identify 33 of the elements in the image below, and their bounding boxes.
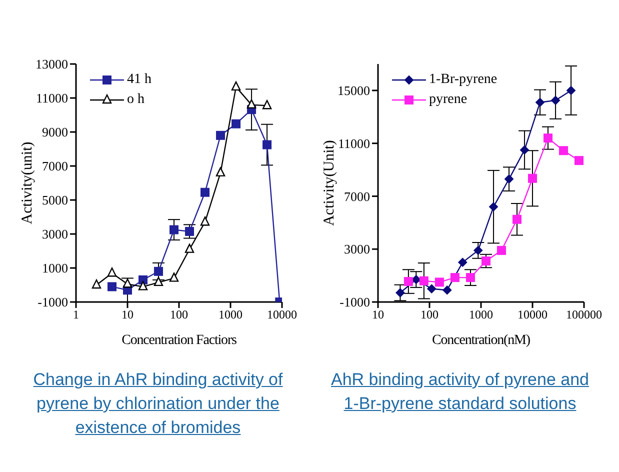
x-tick-label: 100 (420, 308, 438, 322)
y-tick-label: 11000 (36, 90, 68, 106)
x-tick-label: 1000 (469, 308, 493, 322)
y-tick-label: 1000 (42, 260, 68, 276)
y-tick-label: 5000 (42, 192, 68, 208)
y-tick-label: 3000 (42, 226, 68, 242)
legend-label: 1-Br-pyrene (429, 72, 498, 88)
y-tick-label: -1000 (340, 294, 370, 310)
y-axis-title: Activity(unit) (19, 142, 36, 224)
text: AhR binding activity of pyrene and 1-Br-pyrene standard solutions (330, 369, 590, 415)
y-tick-label: -1000 (38, 294, 68, 310)
y-tick-label: 13000 (36, 56, 68, 72)
y-tick-label: 7000 (42, 158, 68, 174)
legend-label: 41 h (127, 72, 152, 88)
y-axis-title: Activity(Unit) (321, 140, 338, 226)
y-tick-label: 3000 (344, 242, 370, 257)
x-axis-title: Concentration Factiors (122, 333, 237, 348)
x-tick-label: 100000 (566, 308, 602, 322)
x-tick-label: 10000 (518, 308, 548, 322)
x-tick-label: 10 (372, 308, 384, 322)
legend-label: pyrene (429, 92, 468, 108)
y-tick-label: 9000 (42, 124, 68, 140)
legend-label: o h (127, 92, 144, 108)
text: Change in AhR binding activity of pyrene by chlorination under the existence of bromides (32, 369, 284, 439)
x-tick-label: 1000 (218, 308, 242, 322)
y-tick-label: 7000 (344, 188, 370, 204)
y-tick-label: 11000 (338, 136, 370, 151)
x-tick-label: 10 (122, 308, 134, 322)
x-tick-label: 100 (170, 308, 188, 322)
x-axis-title: Concentration(nM) (432, 333, 531, 348)
y-tick-label: 15000 (338, 83, 370, 98)
x-tick-label: 10000 (267, 308, 297, 322)
x-tick-label: 1 (73, 308, 79, 322)
